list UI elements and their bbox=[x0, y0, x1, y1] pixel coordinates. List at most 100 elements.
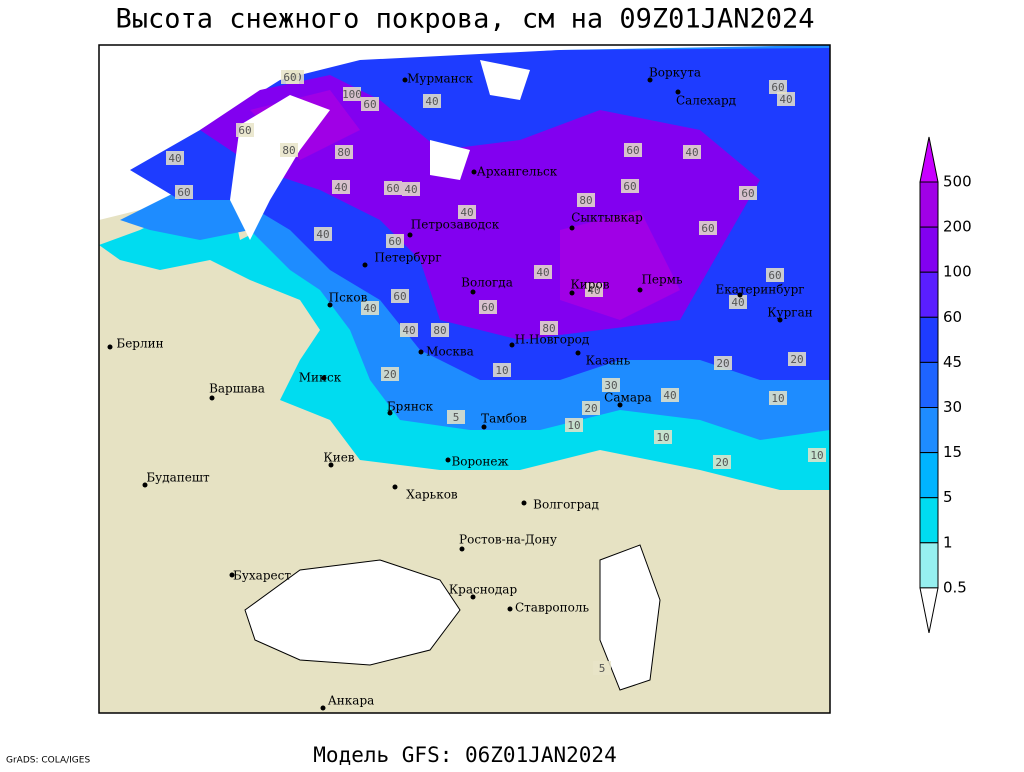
contour-label: 60 bbox=[175, 185, 193, 199]
contour-label-box bbox=[565, 418, 583, 432]
contour-label-box bbox=[458, 205, 476, 219]
contour-label-box bbox=[384, 181, 402, 195]
contour-label-text: 40 bbox=[663, 389, 676, 402]
city-dot bbox=[575, 350, 581, 356]
city-name: Воронеж bbox=[451, 455, 508, 469]
city-name: Воркута bbox=[649, 66, 701, 80]
contour-label-box bbox=[808, 448, 826, 462]
city-name: Волгоград bbox=[533, 498, 599, 512]
contour-label-text: 10 bbox=[495, 364, 508, 377]
city-dot bbox=[445, 457, 451, 463]
colorbar-label: 200 bbox=[943, 218, 972, 236]
contour-label-box bbox=[381, 367, 399, 381]
contour-label-box bbox=[540, 321, 558, 335]
city-dot bbox=[320, 705, 326, 711]
contour-label: 60 bbox=[281, 70, 299, 84]
city-dot bbox=[392, 484, 398, 490]
colorbar-label: 30 bbox=[943, 398, 962, 416]
colorbar-top bbox=[919, 136, 939, 183]
contour-label-box bbox=[769, 80, 787, 94]
contour-label-box bbox=[661, 388, 679, 402]
contour-label-text: 10 bbox=[810, 449, 823, 462]
colorbar-band bbox=[919, 361, 939, 408]
contour-label-text: 40 bbox=[460, 206, 473, 219]
city-dot bbox=[617, 402, 623, 408]
contour-label-text: 40 bbox=[316, 228, 329, 241]
colorbar-band bbox=[919, 316, 939, 363]
contour-label-box bbox=[479, 300, 497, 314]
city-dot bbox=[569, 290, 575, 296]
contour-label-box bbox=[624, 143, 642, 157]
contour-label: 60 bbox=[766, 268, 784, 282]
contour-label-text: 80 bbox=[542, 322, 555, 335]
city-name: Киев bbox=[323, 451, 354, 465]
contour-label: 30 bbox=[602, 378, 620, 392]
colorbar-label: 100 bbox=[943, 263, 972, 281]
contour-label-text: 40 bbox=[536, 266, 549, 279]
contour-label-box bbox=[391, 289, 409, 303]
contour-label: 60 bbox=[479, 300, 497, 314]
city-dot bbox=[470, 289, 476, 295]
contour-label: 80 bbox=[335, 145, 353, 159]
map-labels: 40 100 60 40 60 80 60 40 80 40 60 60 40 40 40 60 80 60 60 4… bbox=[107, 66, 826, 711]
city-name: Салехард bbox=[676, 94, 736, 108]
contour-label: 100 bbox=[342, 87, 362, 101]
city-name: Краснодар bbox=[449, 583, 518, 597]
city-name: Ростов-на-Дону bbox=[459, 533, 557, 547]
city-name: Петрозаводск bbox=[411, 218, 500, 232]
city-name: Вологда bbox=[461, 276, 513, 290]
city-dot bbox=[418, 349, 424, 355]
contour-label-box bbox=[713, 455, 731, 469]
contour-label-box bbox=[777, 92, 795, 106]
colorbar-band bbox=[919, 542, 939, 589]
contour-label-text: 60 bbox=[283, 71, 296, 84]
city-dot bbox=[509, 342, 515, 348]
contour-label-text: 60 bbox=[768, 269, 781, 282]
contour-label: 40 bbox=[166, 151, 184, 165]
city-name: Брянск bbox=[387, 400, 434, 414]
city-name: Москва bbox=[426, 345, 474, 359]
contour-label-box bbox=[386, 234, 404, 248]
contour-label-text: 40 bbox=[731, 296, 744, 309]
contour-label-text: 20 bbox=[584, 402, 597, 415]
contour-label: 20 bbox=[713, 455, 731, 469]
contour-label-box bbox=[788, 352, 806, 366]
contour-label: 20 bbox=[582, 401, 600, 415]
contour-label-box bbox=[739, 186, 757, 200]
contour-label: 10 bbox=[769, 391, 787, 405]
contour-label: 80 bbox=[577, 193, 595, 207]
city-dot bbox=[142, 482, 148, 488]
contour-label-box bbox=[593, 661, 611, 675]
city-dot bbox=[407, 232, 413, 238]
contour-label-box bbox=[281, 70, 299, 84]
contour-label-text: 60 bbox=[388, 235, 401, 248]
contour-label: 60 bbox=[621, 179, 639, 193]
city-dot bbox=[737, 292, 743, 298]
contour-label: 5 bbox=[593, 661, 611, 675]
contour-label-box bbox=[447, 410, 465, 424]
colorbar-label: 45 bbox=[943, 353, 962, 371]
colorbar: 500 200 100 60 45 30 15 5 1 0.5 bbox=[919, 136, 972, 633]
contour-label-text: 40 bbox=[425, 95, 438, 108]
city-dot bbox=[229, 572, 235, 578]
baltic-sea bbox=[230, 95, 330, 240]
city-dot bbox=[321, 375, 327, 381]
contour-label-text: 60 bbox=[741, 187, 754, 200]
contour-label-text: 20 bbox=[716, 357, 729, 370]
colorbar-band bbox=[919, 407, 939, 454]
contour-label-box bbox=[343, 87, 361, 101]
contour-label-text: 60 bbox=[626, 144, 639, 157]
contour-label-box bbox=[621, 179, 639, 193]
contour-label-text: 40 bbox=[587, 284, 600, 297]
contour-label-text: 10 bbox=[567, 419, 580, 432]
contour-label-text: 5 bbox=[599, 662, 606, 675]
white-sea bbox=[430, 60, 530, 180]
contour-label-box bbox=[699, 221, 717, 235]
contour-label-box bbox=[402, 182, 420, 196]
city-name: Самара bbox=[604, 391, 652, 405]
city-name: Варшава bbox=[209, 382, 265, 396]
city-name: Ставрополь bbox=[515, 601, 589, 615]
contour-label-box bbox=[654, 430, 672, 444]
city-dot bbox=[209, 395, 215, 401]
contour-label-text: 40 bbox=[685, 146, 698, 159]
